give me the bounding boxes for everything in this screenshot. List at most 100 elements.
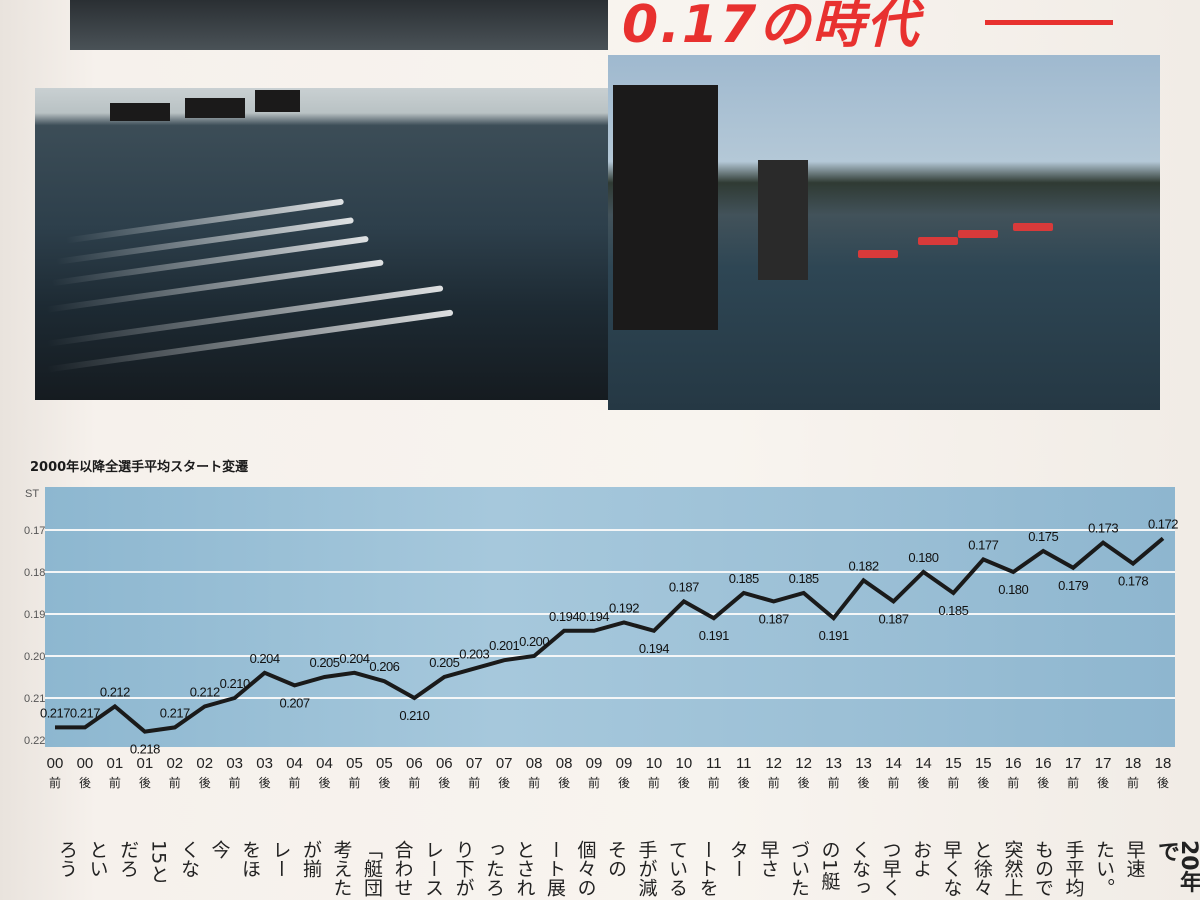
x-tick-year: 10: [646, 755, 663, 772]
text-column: 15と: [147, 840, 170, 884]
text-column: 突然上: [1001, 840, 1024, 897]
data-label: 0.217: [70, 705, 100, 720]
data-label: 0.194: [579, 609, 609, 624]
data-label: 0.210: [399, 708, 429, 723]
x-tick-half: 後: [139, 776, 151, 790]
x-tick-half: 後: [199, 776, 211, 790]
y-tick-label: 0.21: [24, 693, 45, 705]
x-tick-half: 前: [1127, 775, 1139, 790]
text-column: とされ: [513, 840, 536, 897]
x-tick-half: 後: [1157, 776, 1169, 790]
x-tick-year: 05: [346, 755, 363, 772]
x-tick-year: 14: [885, 755, 902, 772]
x-tick-half: 前: [828, 775, 840, 790]
photo-top-strip: [70, 0, 608, 50]
text-column: ートを: [696, 840, 719, 897]
x-tick-year: 17: [1065, 755, 1082, 772]
x-tick-half: 後: [798, 776, 810, 790]
x-tick-year: 15: [975, 755, 992, 772]
text-column: レース: [422, 840, 444, 897]
y-tick-label: 0.20: [24, 651, 45, 663]
x-tick-half: 後: [319, 776, 331, 790]
x-tick-year: 03: [256, 755, 273, 772]
x-tick-half: 後: [259, 776, 271, 790]
headline-dash: [985, 20, 1113, 25]
data-label: 0.175: [1028, 529, 1058, 544]
data-label: 0.172: [1148, 516, 1178, 531]
x-tick-half: 前: [229, 775, 241, 790]
x-tick-half: 前: [588, 775, 600, 790]
data-label: 0.185: [789, 571, 819, 586]
text-column: 「艇団: [361, 840, 383, 897]
x-tick-half: 前: [887, 775, 899, 790]
x-tick-half: 後: [858, 776, 870, 790]
x-tick-half: 後: [618, 776, 630, 790]
data-label: 0.217: [160, 705, 190, 720]
x-tick-year: 07: [496, 755, 513, 772]
data-label: 0.212: [100, 684, 130, 699]
data-label: 0.194: [549, 609, 579, 624]
text-column: くなっ: [849, 840, 871, 897]
x-tick-year: 11: [706, 755, 722, 772]
text-column: レー: [269, 840, 292, 878]
text-column: づいた: [788, 840, 810, 897]
x-tick-half: 前: [348, 775, 360, 790]
data-label: 0.182: [849, 558, 879, 573]
x-tick-half: 前: [708, 775, 720, 790]
data-label: 0.210: [220, 676, 250, 691]
x-tick-half: 前: [109, 775, 121, 790]
x-tick-year: 00: [77, 755, 94, 772]
x-tick-year: 07: [466, 755, 483, 772]
x-tick-half: 前: [768, 775, 780, 790]
y-axis-label: ST: [25, 488, 39, 500]
x-tick-year: 17: [1095, 755, 1112, 772]
x-tick-year: 15: [945, 755, 962, 772]
text-column: たい。: [1093, 840, 1115, 897]
x-tick-half: 後: [917, 776, 929, 790]
data-label: 0.204: [250, 651, 280, 666]
x-tick-year: 12: [765, 755, 782, 772]
text-column: 今: [208, 840, 231, 859]
x-tick-half: 後: [498, 776, 510, 790]
data-label: 0.192: [609, 600, 639, 615]
x-tick-year: 04: [286, 755, 303, 772]
text-column: ったろ: [483, 840, 505, 897]
text-column: もので: [1032, 840, 1054, 897]
x-tick-year: 01: [136, 755, 153, 772]
x-tick-half: 後: [378, 776, 390, 790]
data-label: 0.218: [130, 742, 160, 757]
chart-title: 2000年以降全選手平均スタート変遷: [30, 460, 249, 475]
x-tick-half: 前: [49, 775, 61, 790]
photo-boats-start: [35, 88, 608, 400]
data-label: 0.191: [699, 628, 729, 643]
text-column: り下が: [452, 840, 475, 897]
text-column: 20年で: [1154, 840, 1200, 893]
x-tick-year: 03: [226, 755, 243, 772]
x-tick-year: 02: [196, 755, 213, 772]
x-tick-year: 18: [1155, 755, 1172, 772]
text-column: をほ: [239, 840, 261, 878]
data-label: 0.177: [968, 537, 998, 552]
x-tick-half: 後: [1097, 776, 1109, 790]
x-tick-year: 18: [1125, 755, 1142, 772]
x-tick-year: 01: [107, 755, 124, 772]
data-label: 0.203: [459, 647, 489, 662]
x-tick-year: 06: [436, 755, 453, 772]
text-column: その: [605, 840, 627, 878]
data-label: 0.207: [280, 695, 310, 710]
x-tick-half: 前: [408, 775, 420, 790]
x-tick-year: 16: [1035, 755, 1052, 772]
x-tick-half: 後: [678, 776, 690, 790]
x-tick-half: 前: [468, 775, 480, 790]
x-tick-half: 前: [648, 775, 660, 790]
series-line: [55, 536, 1165, 734]
x-tick-year: 13: [825, 755, 842, 772]
data-label: 0.217: [40, 705, 70, 720]
x-tick-year: 09: [586, 755, 603, 772]
x-tick-half: 後: [438, 776, 450, 790]
x-tick-year: 06: [406, 755, 423, 772]
x-tick-half: 後: [79, 776, 91, 790]
text-column: 合わせ: [391, 840, 414, 897]
text-column: と徐々: [971, 840, 993, 897]
